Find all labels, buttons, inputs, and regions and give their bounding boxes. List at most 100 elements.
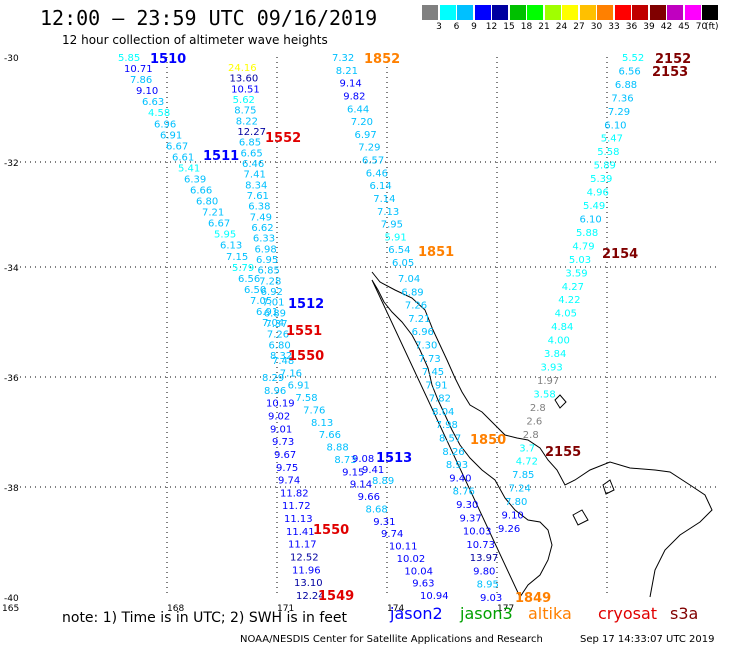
track-id-label: 1510: [150, 52, 186, 67]
wave-height-value: 7.85: [512, 470, 534, 481]
scale-unit: (ft): [705, 22, 719, 32]
wave-height-value: 7.98: [436, 420, 458, 431]
track-id-label: 2153: [652, 65, 688, 80]
wave-height-value: 11.72: [282, 501, 311, 512]
wave-height-value: 8.34: [245, 180, 267, 191]
track-id-label: 1513: [376, 451, 412, 466]
track-id-label: 1550: [288, 349, 324, 364]
wave-height-value: 8.04: [432, 407, 454, 418]
wave-height-value: 9.41: [362, 465, 384, 476]
wave-height-value: 8.93: [446, 460, 468, 471]
wave-height-value: 3.58: [533, 389, 555, 400]
wave-height-value: 11.82: [280, 488, 309, 499]
wave-height-value: 7.13: [377, 207, 399, 218]
track-id-label: 2152: [655, 52, 691, 67]
wave-height-value: 11.13: [284, 514, 313, 525]
wave-height-value: 5.88: [576, 228, 598, 239]
wave-height-value: 3.84: [544, 349, 566, 360]
scale-label: 42: [660, 22, 673, 32]
wave-height-value: 6.97: [355, 130, 377, 141]
wave-height-value: 7.49: [250, 212, 272, 223]
wave-height-value: 6.67: [208, 219, 230, 230]
wave-height-value: 3.93: [541, 363, 563, 374]
scale-label: 18: [520, 22, 533, 32]
track-id-label: 1852: [364, 52, 400, 67]
wave-height-value: 7.32: [332, 53, 354, 64]
wave-height-value: 7.66: [319, 430, 341, 441]
wave-height-value: 8.76: [453, 487, 475, 498]
track-id-label: 1511: [203, 149, 239, 164]
wave-height-value: 13.97: [470, 553, 499, 564]
wave-height-value: 5.47: [601, 134, 623, 145]
scale-swatch: [579, 5, 596, 20]
wave-height-value: 24.16: [228, 63, 257, 74]
wave-height-value: 7.41: [244, 170, 266, 181]
scale-swatch: [684, 5, 701, 20]
wave-height-value: 6.80: [196, 197, 218, 208]
track-id-label: 1551: [286, 324, 322, 339]
wave-height-value: 8.88: [327, 443, 349, 454]
wave-height-value: 6.63: [142, 97, 164, 108]
wave-height-value: 10.71: [124, 64, 153, 75]
wave-height-value: 7.80: [505, 497, 527, 508]
wave-height-value: 9.14: [340, 79, 362, 90]
wave-height-value: 6.61: [172, 152, 194, 163]
wave-height-value: 8.22: [236, 116, 258, 127]
wave-height-value: 8.21: [336, 66, 358, 77]
wave-height-value: 9.03: [480, 593, 502, 604]
island-outline: [554, 394, 615, 526]
wave-height-value: 10.11: [389, 542, 418, 553]
wave-height-value: 5.95: [214, 230, 236, 241]
wave-height-value: 11.17: [288, 540, 317, 551]
lon-label: 177: [497, 604, 514, 614]
wave-height-value: 8.32: [270, 351, 292, 362]
wave-height-value: 8.26: [442, 447, 464, 458]
wave-height-value: 6.39: [184, 174, 206, 185]
wave-height-value: 9.74: [278, 476, 300, 487]
wave-height-value: 5.39: [590, 174, 612, 185]
scale-label: 36: [625, 22, 638, 32]
wave-height-value: 7.48: [272, 356, 294, 367]
wave-height-value: 9.74: [381, 529, 403, 540]
lat-label: -34: [4, 264, 19, 274]
scale-swatch: [457, 5, 473, 20]
wave-height-value: 6.91: [256, 307, 278, 318]
lat-label: -38: [4, 484, 19, 494]
scale-swatch: [562, 5, 578, 20]
wave-height-value: 9.31: [373, 517, 395, 528]
wave-height-value: 6.33: [253, 234, 275, 245]
scale-swatch: [667, 5, 683, 20]
wave-height-value: 7.95: [381, 220, 403, 231]
scale-label: 6: [453, 22, 460, 32]
wave-height-value: 6.67: [166, 141, 188, 152]
wave-height-value: 6.10: [579, 214, 601, 225]
wave-height-value: 7.20: [351, 117, 373, 128]
track-id-label: 1552: [265, 131, 301, 146]
wave-height-value: 5.52: [622, 53, 644, 64]
lon-label: 174: [387, 604, 404, 614]
wave-height-value: 2.8: [523, 430, 539, 441]
satellite-s3a: s3a: [670, 604, 699, 623]
wave-height-value: 5.03: [569, 255, 591, 266]
wave-height-value: 6.92: [261, 287, 283, 298]
wave-height-value: 7.26: [267, 330, 289, 341]
wave-height-value: 7.24: [509, 484, 531, 495]
wave-height-value: 7.58: [295, 393, 317, 404]
wave-height-value: 7.86: [130, 75, 152, 86]
wave-height-value: 4.22: [558, 295, 580, 306]
wave-height-value: 6.13: [220, 241, 242, 252]
wave-height-value: 7.61: [247, 191, 269, 202]
wave-height-value: 7.37: [265, 319, 287, 330]
wave-height-value: 9.63: [412, 579, 434, 590]
wave-height-value: 8.96: [264, 386, 286, 397]
wave-height-value: 7.30: [415, 340, 437, 351]
wave-height-value: 4.00: [548, 336, 570, 347]
wave-height-value: 10.94: [420, 591, 449, 602]
scale-swatch: [632, 5, 648, 20]
wave-height-value: 9.75: [276, 463, 298, 474]
lon-label: 171: [277, 604, 294, 614]
wave-height-value: 8.75: [234, 106, 256, 117]
wave-height-value: 9.66: [358, 492, 380, 503]
wave-height-value: 4.72: [516, 457, 538, 468]
